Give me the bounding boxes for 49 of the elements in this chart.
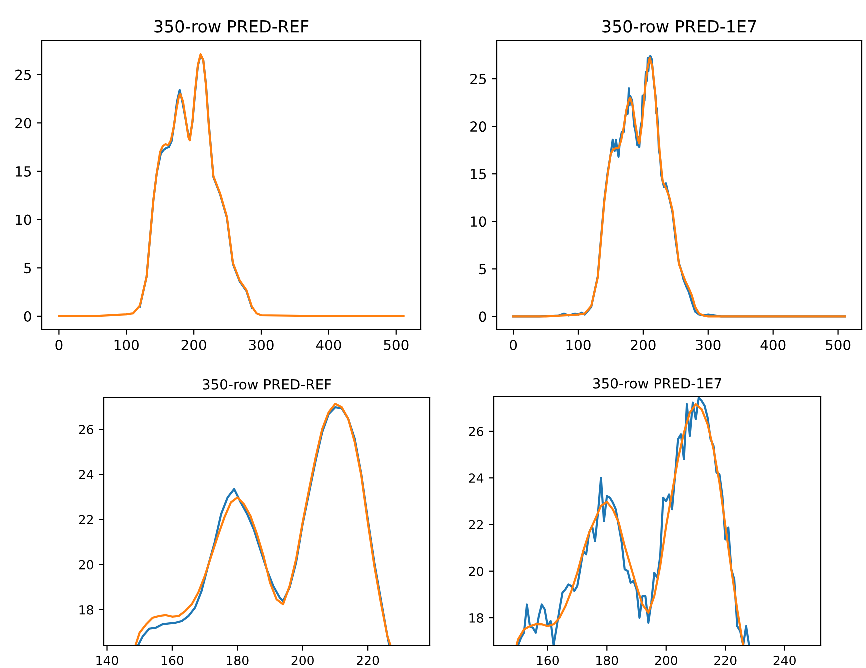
y-tick-label: 10: [471, 216, 486, 228]
x-tick-label: 200: [631, 340, 656, 350]
y-tick-label: 15: [471, 169, 486, 180]
y-tick-label: 26: [79, 425, 94, 434]
x-tick-label: 500: [826, 340, 851, 350]
y-tick-label: 10: [16, 214, 32, 226]
x-tick-label: 500: [384, 340, 409, 350]
x-tick-label: 300: [249, 340, 274, 350]
x-tick-label: 200: [655, 656, 678, 666]
chart-title: 350-row PRED-REF: [154, 20, 309, 33]
x-tick-label: 140: [96, 656, 118, 666]
x-tick-label: 200: [292, 656, 314, 666]
y-tick-label: 22: [469, 520, 484, 530]
x-tick-label: 200: [182, 340, 206, 350]
line-series: [58, 53, 405, 318]
x-tick-label: 180: [227, 656, 249, 666]
x-tick-label: 0: [56, 340, 63, 350]
y-tick-label: 25: [470, 74, 486, 84]
x-tick-label: 180: [596, 656, 618, 666]
x-tick-label: 160: [537, 656, 560, 666]
x-tick-label: 160: [162, 656, 184, 666]
y-tick-label: 26: [469, 426, 484, 436]
y-tick-label: 24: [79, 470, 94, 480]
y-tick-label: 20: [469, 566, 484, 576]
x-tick-label: 100: [566, 340, 591, 350]
x-tick-label: 220: [357, 656, 380, 666]
y-tick-label: 15: [16, 166, 32, 177]
x-tick-label: 0: [510, 340, 518, 350]
y-tick-label: 20: [470, 122, 486, 132]
y-tick-label: 0: [479, 312, 486, 322]
y-tick-label: 5: [480, 264, 486, 275]
x-tick-label: 400: [316, 340, 342, 350]
y-tick-label: 5: [24, 263, 32, 274]
chart-title: 350-row PRED-1E7: [593, 378, 722, 389]
chart-title: 350-row PRED-REF: [203, 379, 332, 390]
y-tick-label: 25: [16, 70, 32, 80]
y-tick-label: 24: [469, 474, 484, 483]
y-tick-label: 20: [79, 560, 94, 570]
y-tick-label: 18: [80, 605, 94, 615]
chart-title: 350-row PRED-1E7: [602, 20, 756, 33]
y-tick-label: 0: [24, 311, 32, 322]
y-tick-label: 18: [470, 613, 484, 623]
x-tick-label: 220: [714, 656, 737, 666]
x-tick-label: 300: [696, 340, 721, 350]
x-tick-label: 100: [114, 340, 139, 350]
x-tick-label: 240: [774, 656, 796, 666]
y-tick-label: 22: [79, 515, 94, 524]
y-tick-label: 20: [16, 118, 32, 129]
x-tick-label: 400: [760, 340, 786, 350]
